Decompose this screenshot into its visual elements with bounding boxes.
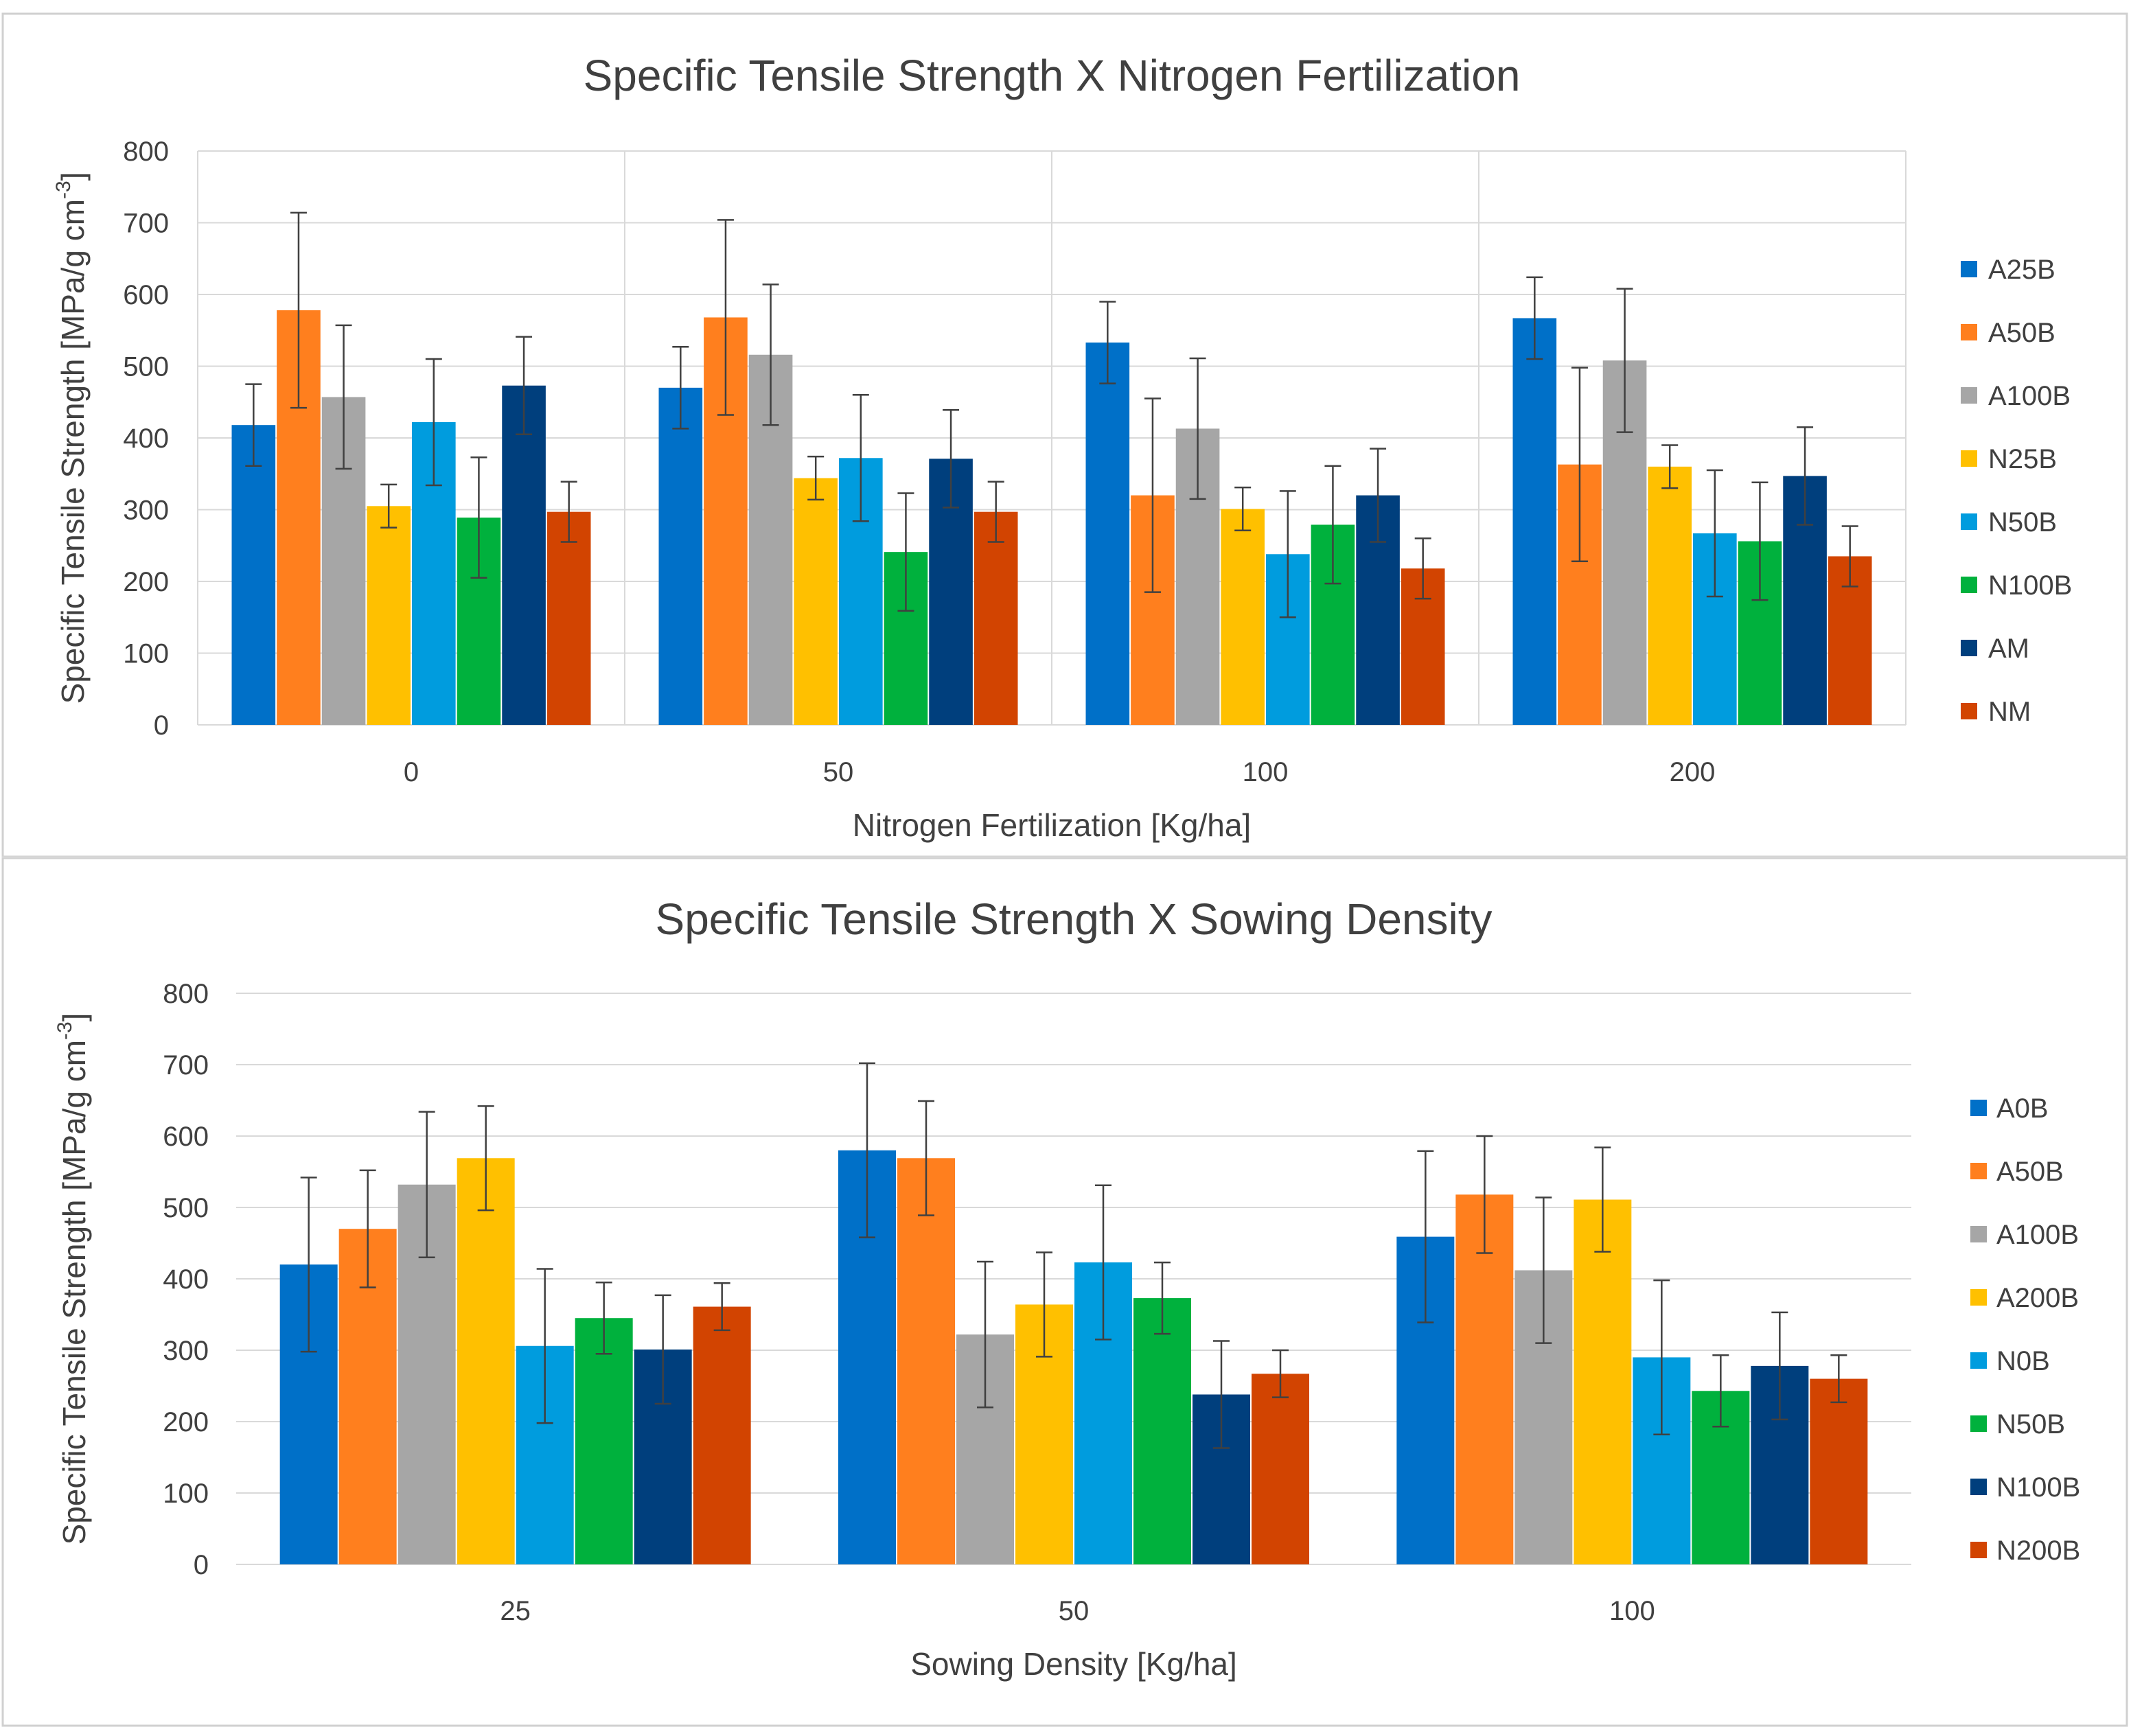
bar-a25b-50 [658,387,703,725]
legend-label-am: AM [1988,634,2029,664]
y-axis-title-superscript: -3 [52,181,75,199]
x-category-label: 100 [1609,1596,1655,1626]
x-category-label: 0 [404,757,419,787]
bar-a25b-100 [1085,343,1130,725]
bar-n25b-0 [367,506,411,725]
legend-swatch-n0b [1970,1352,1987,1369]
y-tick-label: 0 [154,710,169,741]
x-category-label: 100 [1243,757,1289,787]
legend-swatch-n100b [1970,1479,1987,1495]
legend-label-n100b: N100B [1996,1472,2080,1503]
chart-panel-nitrogen: 0 100 200 300 400 500 600 700 800 0 50 100 200 Specif… [0,0,2131,857]
chart-title: Specific Tensile Strength X Sowing Densi… [656,894,1493,944]
y-tick-label: 300 [163,1336,209,1366]
bar-a200b-100 [1574,1199,1632,1564]
y-tick-label: 100 [123,639,169,669]
y-axis-title: Specific Tensile Strength [MPa/g cm-3] [52,172,91,704]
x-category-label: 50 [1059,1596,1090,1626]
bar-a50b-50 [897,1158,955,1564]
y-tick-label: 400 [163,1264,209,1295]
y-axis-title-main: Specific Tensile Strength [MPa/g cm [56,1040,92,1544]
legend-label-a100b: A100B [1996,1220,2079,1250]
y-tick-label: 800 [123,137,169,167]
y-tick-label: 300 [123,496,169,526]
legend-label-n25b: N25B [1988,444,2057,474]
legend-swatch-n100b [1961,577,1977,593]
y-tick-label: 600 [163,1122,209,1152]
legend-label-n50b: N50B [1996,1409,2065,1439]
legend-swatch-a50b [1961,324,1977,340]
legend-label-a25b: A25B [1988,255,2055,285]
y-axis-title-close: ] [56,1013,92,1022]
y-axis-title: Specific Tensile Strength [MPa/g cm-3] [54,1013,92,1545]
legend-label-n50b: N50B [1988,507,2057,537]
legend-label-n0b: N0B [1996,1346,2050,1376]
y-axis-title-main: Specific Tensile Strength [MPa/g cm [55,199,91,704]
bar-n25b-100 [1221,509,1265,725]
legend-label-n100b: N100B [1988,570,2072,601]
bar-a25b-200 [1512,318,1557,725]
y-axis-title-close: ] [55,172,91,181]
legend-label-a100b: A100B [1988,381,2071,411]
y-tick-label: 200 [123,567,169,597]
y-tick-label: 0 [194,1550,209,1580]
y-tick-label: 200 [163,1407,209,1437]
y-tick-label: 600 [123,280,169,310]
x-category-label: 200 [1670,757,1716,787]
legend-swatch-a25b [1961,261,1977,277]
bar-a50b-100 [1455,1194,1514,1564]
bar-n50b-50 [1133,1298,1191,1564]
y-tick-label: 100 [163,1479,209,1509]
y-tick-label: 500 [123,352,169,382]
legend-swatch-n25b [1961,450,1977,467]
legend-swatch-a100b [1961,387,1977,404]
legend-label-a0b: A0B [1996,1093,2049,1124]
bar-n200b-25 [693,1306,751,1564]
x-axis-title: Nitrogen Fertilization [Kg/ha] [853,807,1251,843]
chart-panel-sowing: 0 100 200 300 400 500 600 700 800 25 50 100 Specific… [0,857,2131,1736]
legend-label-nm: NM [1988,697,2031,727]
bar-n50b-25 [575,1318,633,1564]
legend-swatch-am [1961,640,1977,656]
bar-nm-0 [546,511,591,725]
chart-sowing-density: 0 100 200 300 400 500 600 700 800 25 50 100 Specific… [1,857,2128,1727]
y-tick-label: 700 [163,1050,209,1080]
y-tick-label: 700 [123,209,169,239]
legend-swatch-n200b [1970,1542,1987,1558]
legend-swatch-a0b [1970,1100,1987,1116]
panel-border [1,857,2128,1727]
legend-label-a50b: A50B [1988,318,2055,348]
legend-swatch-n50b [1961,513,1977,530]
legend-swatch-a50b [1970,1163,1987,1179]
x-axis-title: Sowing Density [Kg/ha] [910,1646,1237,1682]
bar-n200b-50 [1252,1374,1309,1564]
legend-label-a200b: A200B [1996,1283,2079,1313]
y-tick-label: 400 [123,424,169,454]
x-category-label: 50 [823,757,854,787]
legend-swatch-n50b [1970,1415,1987,1432]
y-axis-title-superscript: -3 [54,1021,76,1040]
legend-swatch-nm [1961,703,1977,719]
bar-n25b-200 [1648,466,1692,725]
bar-am-0 [502,385,546,725]
bar-a25b-0 [231,425,276,725]
bar-nm-50 [974,511,1018,725]
bar-n25b-50 [794,478,838,725]
y-tick-label: 500 [163,1193,209,1223]
y-tick-label: 800 [163,979,209,1009]
legend-swatch-a200b [1970,1289,1987,1306]
bar-n200b-100 [1810,1378,1868,1564]
legend-swatch-a100b [1970,1226,1987,1242]
legend-label-n200b: N200B [1996,1536,2080,1566]
x-category-label: 25 [500,1596,531,1626]
panel-border [1,12,2128,857]
chart-nitrogen-fertilization: 0 100 200 300 400 500 600 700 800 0 50 100 200 Specif… [1,12,2128,857]
bar-a200b-25 [457,1158,515,1564]
chart-title: Specific Tensile Strength X Nitrogen Fer… [584,51,1521,100]
legend-label-a50b: A50B [1996,1157,2064,1187]
